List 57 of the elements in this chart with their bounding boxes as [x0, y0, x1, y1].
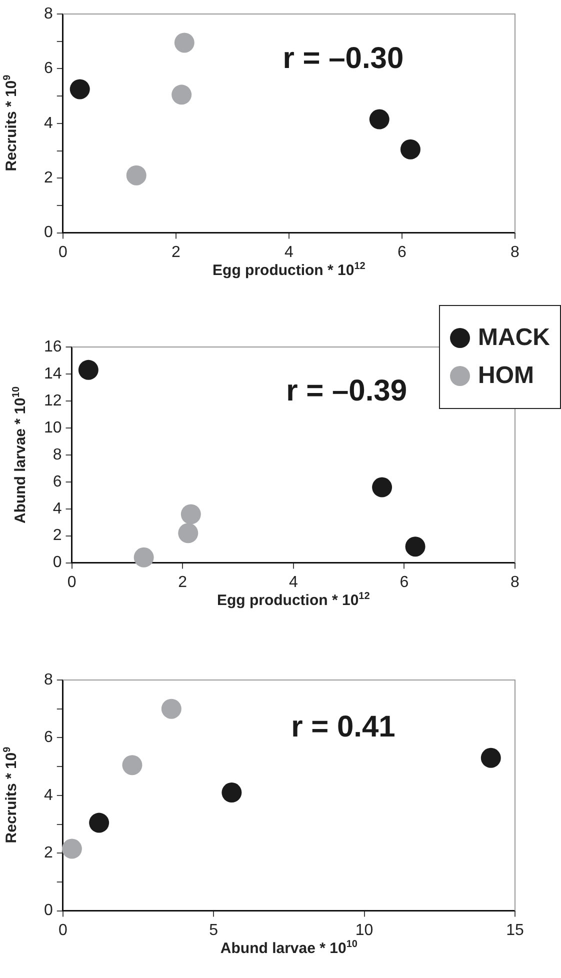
x-tick-label: 6 — [398, 244, 407, 261]
x-tick-label: 4 — [284, 244, 294, 261]
x-tick-label: 15 — [506, 922, 524, 939]
point — [122, 755, 142, 776]
x-tick-label: 2 — [171, 244, 180, 261]
point — [178, 523, 198, 544]
y-tick-label: 6 — [52, 473, 62, 490]
y-tick-label: 14 — [44, 365, 62, 382]
y-tick-label: 2 — [44, 844, 53, 862]
y-tick-label: 2 — [52, 527, 62, 544]
x-axis-title: Abund larvae * 10$^{10}$ — [220, 938, 358, 957]
point — [372, 477, 392, 498]
annotation: r = 0.41 — [291, 710, 396, 744]
point — [134, 547, 154, 568]
annotation: r = –0.30 — [282, 42, 404, 76]
point — [89, 812, 110, 833]
point — [174, 32, 194, 53]
y-tick-label: 8 — [44, 671, 53, 688]
x-tick-label: 8 — [510, 244, 520, 261]
x-tick-label: 0 — [67, 574, 76, 591]
y-tick-label: 6 — [44, 60, 53, 78]
point — [405, 536, 426, 557]
y-tick-label: 16 — [44, 338, 62, 356]
x-tick-label: 5 — [209, 922, 218, 939]
x-axis-title: Egg production * 10$^{12}$ — [216, 590, 370, 609]
x-tick-label: 2 — [178, 574, 188, 591]
point — [400, 139, 420, 160]
y-tick-label: 2 — [44, 170, 53, 187]
point — [126, 165, 146, 186]
y-tick-label: 4 — [52, 500, 62, 518]
point — [161, 698, 182, 719]
y-tick-label: 10 — [44, 419, 62, 436]
point — [180, 504, 201, 524]
y-tick-label: 8 — [52, 446, 62, 464]
y-tick-label: 0 — [52, 554, 62, 572]
y-tick-label: 4 — [44, 114, 53, 132]
legend-label: HOM — [478, 362, 534, 390]
annotation: r = –0.39 — [286, 374, 408, 408]
y-tick-label: 12 — [44, 392, 62, 410]
y-tick-label: 6 — [44, 729, 53, 746]
point — [222, 782, 242, 803]
y-tick-label: 0 — [44, 224, 53, 242]
y-tick-label: 8 — [44, 5, 53, 22]
point — [369, 109, 390, 130]
x-tick-label: 4 — [288, 574, 298, 591]
x-tick-label: 6 — [400, 574, 409, 591]
point — [172, 84, 192, 105]
point — [70, 79, 90, 100]
point — [480, 748, 501, 768]
x-axis-title: Egg production * 10$^{12}$ — [212, 260, 366, 279]
legend-label: MACK — [478, 324, 550, 352]
point — [78, 360, 98, 380]
y-tick-label: 4 — [44, 786, 53, 804]
y-tick-label: 0 — [44, 902, 53, 920]
x-tick-label: 8 — [510, 574, 520, 591]
x-tick-label: 10 — [355, 922, 374, 939]
point — [62, 838, 82, 859]
